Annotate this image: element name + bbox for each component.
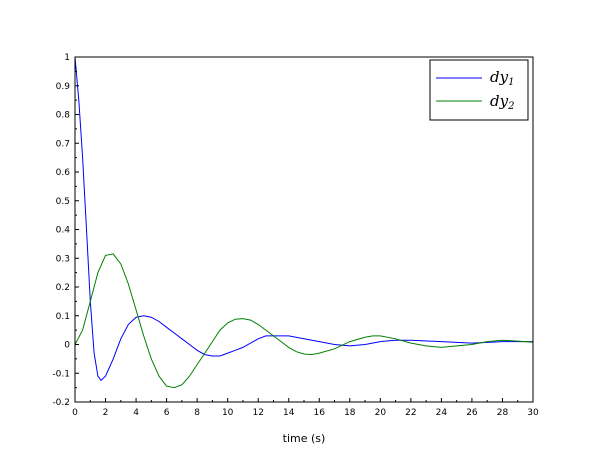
y-tick-label: -0.1 <box>52 369 70 379</box>
x-tick-label: 18 <box>344 408 356 418</box>
y-tick-label: 0.7 <box>56 139 70 149</box>
legend: dy1 dy2 <box>429 59 529 121</box>
y-tick-label: 0.2 <box>56 283 70 293</box>
legend-label-dy2: dy2 <box>490 92 514 112</box>
y-tick-label: 0.5 <box>56 197 70 207</box>
x-tick-label: 2 <box>103 408 109 418</box>
y-tick-label: 0.9 <box>56 82 71 92</box>
x-tick-label: 30 <box>527 408 539 418</box>
x-tick-label: 24 <box>436 408 448 418</box>
legend-label-dy1: dy1 <box>490 68 514 88</box>
x-tick-label: 14 <box>283 408 295 418</box>
x-tick-label: 10 <box>222 408 234 418</box>
y-tick-label: 0.3 <box>56 254 70 264</box>
x-tick-label: 26 <box>466 408 478 418</box>
series-layer <box>74 56 534 389</box>
y-tick-label: 0.6 <box>56 168 71 178</box>
y-tick-label: 0.4 <box>56 226 71 236</box>
x-tick-label: 16 <box>314 408 326 418</box>
x-tick-label: 12 <box>252 408 263 418</box>
x-tick-label: 8 <box>194 408 200 418</box>
x-tick-label: 4 <box>133 408 139 418</box>
y-tick-label: 0.1 <box>56 312 70 322</box>
y-tick-label: 0.8 <box>56 111 71 121</box>
y-tick-label: 0 <box>64 341 70 351</box>
y-tick-label: -0.2 <box>52 398 70 408</box>
x-tick-label: 22 <box>405 408 416 418</box>
x-tick-label: 20 <box>375 408 387 418</box>
series-line-dy2 <box>74 253 534 389</box>
series-line-dy1 <box>74 56 533 382</box>
x-tick-label: 6 <box>164 408 170 418</box>
x-tick-label: 28 <box>497 408 509 418</box>
y-tick-label: 1 <box>64 53 70 63</box>
x-axis-label: time (s) <box>283 432 326 445</box>
axis-ticks: 0 2 4 6 8 10 12 14 16 18 20 22 24 26 28 30-0.2-0.100.10… <box>52 53 539 418</box>
legend-box <box>429 59 529 121</box>
x-tick-label: 0 <box>72 408 78 418</box>
